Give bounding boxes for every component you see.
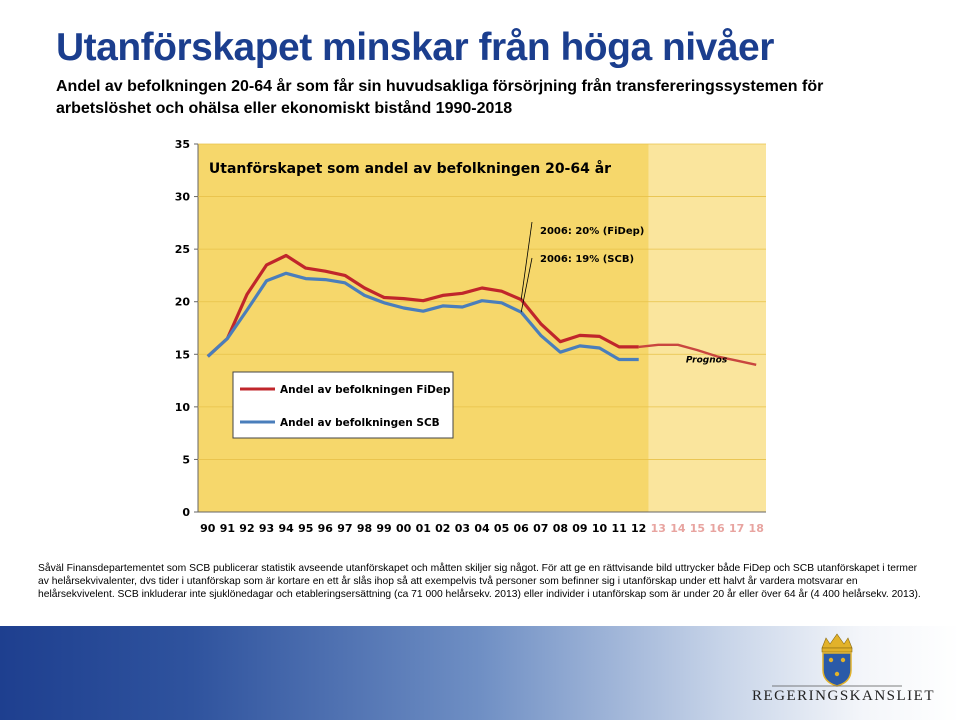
plot-background: [198, 144, 766, 512]
page-title: Utanförskapet minskar från höga nivåer: [56, 26, 774, 69]
x-tick-label: 95: [298, 522, 313, 535]
x-tick-label: 07: [533, 522, 548, 535]
annotations: 2006: 20% (FiDep) 2006: 19% (SCB) Prognos: [520, 221, 728, 366]
y-tick-label: 30: [175, 191, 191, 204]
legend: Andel av befolkningen FiDep Andel av bef…: [232, 371, 454, 439]
series-layer: [206, 253, 757, 366]
x-tick-label: 11: [611, 522, 626, 535]
x-tick-label: 04: [474, 522, 490, 535]
x-tick-label: 93: [259, 522, 274, 535]
x-axis: 90 91 92 93 94 95 96 97 98 99 00 01 02 03 04 05 06 07 08 09…: [198, 511, 766, 535]
x-tick-label: 09: [572, 522, 587, 535]
series-line-fidep: [206, 253, 639, 358]
x-tick-label: 06: [514, 522, 530, 535]
x-tick-label: 90: [200, 522, 216, 535]
x-tick-label: 05: [494, 522, 509, 535]
x-tick-label: 92: [239, 522, 254, 535]
x-tick-label: 01: [416, 522, 431, 535]
x-tick-label: 03: [455, 522, 470, 535]
y-tick-label: 0: [182, 506, 190, 519]
x-tick-label: 10: [592, 522, 608, 535]
series-line-fidep-forecast: [638, 343, 757, 366]
crown-shield-icon: [772, 633, 902, 687]
footnote: Såväl Finansdepartementet som SCB public…: [38, 563, 921, 600]
legend-box: [232, 371, 454, 439]
plot-area-forecast: [648, 144, 766, 512]
annotation-leader: [520, 257, 533, 313]
plot-area-historic: [198, 144, 649, 512]
x-tick-label: 16: [709, 522, 725, 535]
x-tick-label: 91: [220, 522, 235, 535]
x-tick-label: 17: [729, 522, 744, 535]
x-tick-label: 18: [749, 522, 764, 535]
x-tick-label: 96: [318, 522, 334, 535]
x-tick-label: 98: [357, 522, 372, 535]
x-tick-label: 14: [670, 522, 686, 535]
annotation-label: 2006: 20% (FiDep): [540, 226, 644, 237]
annotation-leader: [520, 221, 533, 300]
legend-label-fidep: Andel av befolkningen FiDep: [280, 384, 451, 396]
y-tick-label: 15: [175, 348, 190, 361]
y-tick-label: 20: [175, 296, 191, 309]
page-subtitle: Andel av befolkningen 20-64 år som får s…: [56, 78, 824, 117]
y-tick-label: 25: [175, 243, 190, 256]
forecast-label: Prognos: [686, 356, 728, 366]
x-tick-label: 02: [435, 522, 450, 535]
regeringskansliet-logo: REGERINGSKANSLIET: [752, 632, 935, 716]
x-tick-label: 13: [651, 522, 666, 535]
x-tick-label: 00: [396, 522, 412, 535]
x-tick-label: 99: [376, 522, 391, 535]
x-tick-label: 94: [278, 522, 294, 535]
annotation-label: 2006: 19% (SCB): [540, 254, 634, 265]
y-tick-label: 10: [175, 401, 191, 414]
y-tick-label: 5: [182, 453, 190, 466]
x-tick-label: 97: [337, 522, 352, 535]
legend-label-scb: Andel av befolkningen SCB: [280, 417, 440, 429]
bottom-gradient-band: [0, 626, 960, 720]
logo-wordmark: REGERINGSKANSLIET: [752, 688, 935, 704]
y-tick-label: 35: [175, 138, 190, 151]
x-tick-label: 15: [690, 522, 705, 535]
x-tick-label: 12: [631, 522, 646, 535]
series-line-scb: [206, 271, 639, 362]
chart-title: Utanförskapet som andel av befolkningen …: [209, 160, 611, 177]
x-tick-label: 08: [553, 522, 568, 535]
